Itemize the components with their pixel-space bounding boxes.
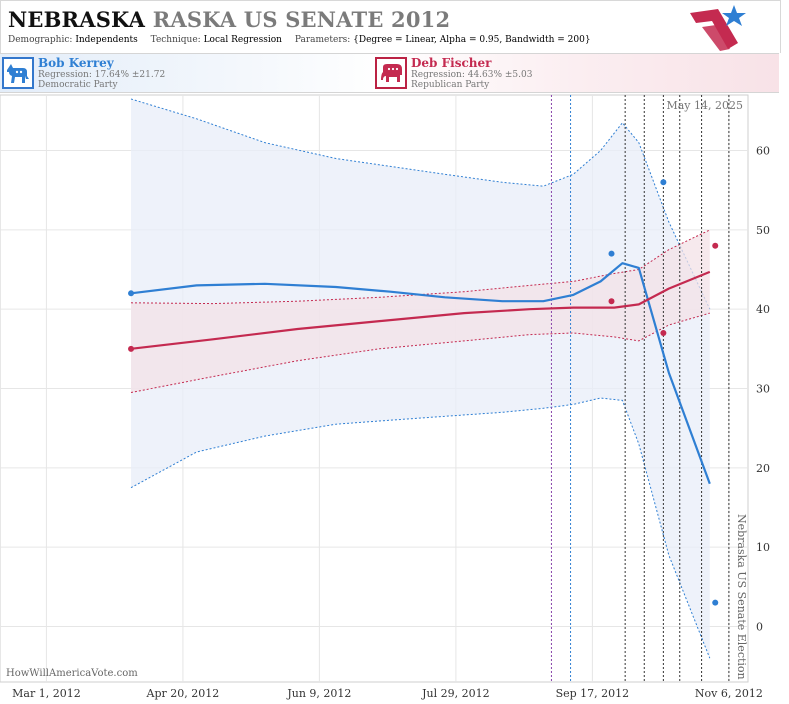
rep-poll-point xyxy=(128,345,135,352)
elephant-icon xyxy=(381,64,402,82)
y-tick-label: 50 xyxy=(756,224,770,237)
candidate-legend: Bob Kerrey Regression: 17.64% ±21.72 Dem… xyxy=(0,53,779,93)
parameters-label: Parameters: xyxy=(294,35,351,45)
election-event-label: Nebraska US Senate Election xyxy=(735,514,748,680)
chart-title: NEBRASKA RASKA US SENATE 2012 xyxy=(8,7,450,32)
rep-candidate-name: Deb Fischer xyxy=(411,56,492,70)
candidate-rep: Deb Fischer Regression: 44.63% ±5.03 Rep… xyxy=(373,53,779,93)
parameters-value: {Degree = Linear, Alpha = 0.95, Bandwidt… xyxy=(353,35,591,45)
rep-lower-bound xyxy=(130,312,710,393)
x-tick-label: Sep 17, 2012 xyxy=(556,687,630,700)
demographic-value: Independents xyxy=(75,35,138,45)
dem-upper-bound xyxy=(130,98,711,310)
y-tick-label: 60 xyxy=(756,145,770,158)
rep-poll-point xyxy=(608,298,615,305)
y-tick-label: 0 xyxy=(756,620,763,633)
donkey-icon xyxy=(7,64,29,83)
rep-confidence-band xyxy=(131,229,710,393)
x-tick-label: Apr 20, 2012 xyxy=(146,687,220,700)
today-date-label: May 14, 2025 xyxy=(666,99,743,112)
dem-party: Democratic Party xyxy=(38,80,118,90)
rep-poll-point xyxy=(712,242,719,249)
title-state: NEBRASKA xyxy=(8,7,146,32)
y-tick-label: 30 xyxy=(756,383,770,396)
dem-regression-line xyxy=(130,262,711,485)
y-tick-label: 10 xyxy=(756,541,770,554)
rep-regression-line xyxy=(130,270,711,350)
dem-poll-point xyxy=(712,599,719,606)
rep-upper-bound xyxy=(130,229,711,305)
x-tick-label: Jul 29, 2012 xyxy=(421,687,490,700)
watermark: HowWillAmericaVote.com xyxy=(6,668,138,679)
republican-party-badge xyxy=(375,57,407,89)
candidate-dem: Bob Kerrey Regression: 17.64% ±21.72 Dem… xyxy=(0,53,385,93)
y-tick-label: 40 xyxy=(756,303,770,316)
x-tick-label: Mar 1, 2012 xyxy=(12,687,81,700)
dem-confidence-band xyxy=(131,99,710,659)
parameters-line: Demographic: Independents Technique: Loc… xyxy=(8,35,601,45)
chart-header: NEBRASKA RASKA US SENATE 2012 Demographi… xyxy=(0,0,781,53)
demographic-label: Demographic: xyxy=(8,35,73,45)
regression-chart: 0 10 20 30 40 50 60 Mar 1, 2012 Apr 20, 2012 Jun … xyxy=(0,94,770,700)
title-race: RASKA US SENATE 2012 xyxy=(152,7,451,32)
dem-regression: Regression: 17.64% ±21.72 xyxy=(38,70,166,80)
dem-poll-point xyxy=(128,290,135,297)
democratic-party-badge xyxy=(2,57,34,89)
dem-poll-point xyxy=(608,250,615,257)
dem-lower-bound xyxy=(130,397,711,659)
y-tick-label: 20 xyxy=(756,462,770,475)
x-tick-label: Jun 9, 2012 xyxy=(286,687,351,700)
dem-candidate-name: Bob Kerrey xyxy=(38,56,114,70)
technique-label: Technique: xyxy=(150,35,201,45)
x-tick-label: Nov 6, 2012 xyxy=(695,687,763,700)
rep-poll-point xyxy=(660,329,667,336)
site-logo-icon xyxy=(690,5,746,51)
technique-value: Local Regression xyxy=(203,35,282,45)
dem-poll-point xyxy=(660,179,667,186)
rep-party: Republican Party xyxy=(411,80,490,90)
rep-regression: Regression: 44.63% ±5.03 xyxy=(411,70,533,80)
